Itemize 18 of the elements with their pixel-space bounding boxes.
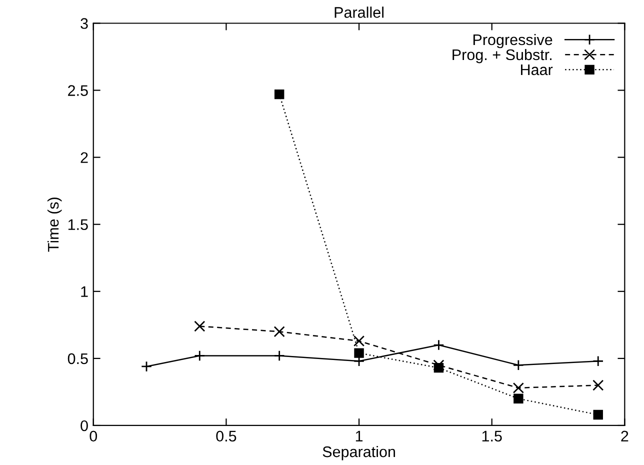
y-tick-label: 1 <box>81 286 88 297</box>
x-axis-title: Separation <box>322 446 395 460</box>
y-tick-label: 3 <box>80 18 88 29</box>
legend-label: Prog. + Substr. <box>452 48 552 64</box>
legend-label: Haar <box>521 64 553 76</box>
y-tick-label: 1.5 <box>68 219 88 230</box>
legend-label: Progressive <box>473 34 552 48</box>
chart-title: Parallel <box>334 6 384 18</box>
y-tick-label: 0.5 <box>68 353 88 364</box>
y-tick-label: 2 <box>80 152 88 163</box>
x-tick-label: 0.5 <box>216 430 236 442</box>
x-tick-label: 2 <box>621 430 628 442</box>
y-tick-label: 2.5 <box>68 85 88 96</box>
y-tick-label: 0 <box>80 420 88 432</box>
x-tick-label: 1 <box>356 430 363 442</box>
x-tick-label: 0 <box>90 430 98 442</box>
y-axis-title: Time (s) <box>47 198 62 252</box>
x-tick-label: 1.5 <box>482 430 502 442</box>
